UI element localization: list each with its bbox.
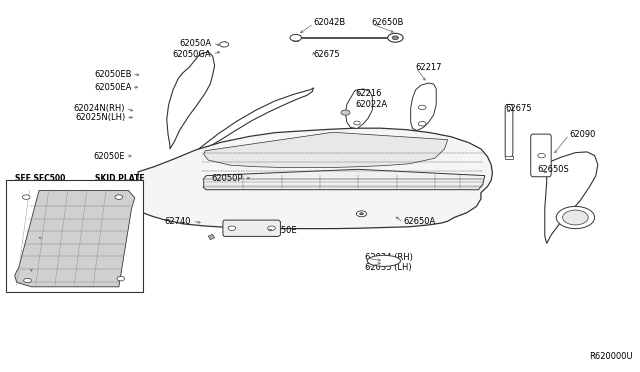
- Text: 62050GA: 62050GA: [173, 50, 211, 59]
- Text: 62675: 62675: [505, 104, 532, 113]
- Polygon shape: [204, 169, 484, 190]
- Polygon shape: [531, 134, 551, 177]
- Text: 62650A: 62650A: [403, 217, 435, 226]
- Text: 62740: 62740: [164, 217, 191, 226]
- Polygon shape: [293, 35, 298, 41]
- Circle shape: [556, 206, 595, 229]
- Circle shape: [419, 122, 426, 126]
- Text: 62650S: 62650S: [537, 165, 569, 174]
- Polygon shape: [195, 88, 314, 158]
- Polygon shape: [545, 152, 598, 243]
- Text: 62650B: 62650B: [371, 19, 403, 28]
- Polygon shape: [167, 52, 214, 149]
- Ellipse shape: [367, 255, 401, 266]
- Circle shape: [538, 153, 545, 158]
- Text: 62024N(RH): 62024N(RH): [74, 104, 125, 113]
- Text: 62050EA: 62050EA: [94, 83, 132, 92]
- Circle shape: [392, 36, 399, 39]
- Circle shape: [220, 42, 228, 47]
- Circle shape: [354, 121, 360, 125]
- Text: 62034 (RH): 62034 (RH): [365, 253, 413, 262]
- Text: 62090: 62090: [569, 129, 595, 139]
- Text: SKID PLATE: SKID PLATE: [95, 174, 145, 183]
- Text: 62050E: 62050E: [93, 152, 125, 161]
- Polygon shape: [411, 83, 436, 131]
- Text: R620000U: R620000U: [589, 352, 633, 361]
- Polygon shape: [15, 190, 135, 287]
- Text: (50080H): (50080H): [42, 234, 81, 243]
- Polygon shape: [208, 234, 214, 240]
- Polygon shape: [505, 156, 513, 159]
- Circle shape: [419, 105, 426, 110]
- Circle shape: [22, 195, 30, 199]
- Text: 62050EB: 62050EB: [94, 70, 132, 79]
- Bar: [6, 180, 143, 292]
- Circle shape: [268, 226, 275, 231]
- Text: 62042B: 62042B: [314, 19, 346, 28]
- Text: 62035 (LH): 62035 (LH): [365, 263, 412, 272]
- Polygon shape: [135, 128, 492, 229]
- Polygon shape: [346, 89, 372, 129]
- Text: 62022A: 62022A: [355, 100, 387, 109]
- Circle shape: [360, 213, 364, 215]
- Circle shape: [563, 210, 588, 225]
- Text: SEE SEC500: SEE SEC500: [15, 174, 65, 183]
- Text: 62050P: 62050P: [212, 174, 243, 183]
- Polygon shape: [204, 132, 448, 167]
- Text: 62675: 62675: [314, 50, 340, 59]
- Polygon shape: [505, 105, 513, 159]
- Circle shape: [117, 276, 125, 281]
- Text: (50090DA): (50090DA): [31, 265, 76, 274]
- Text: 62025N(LH): 62025N(LH): [75, 113, 125, 122]
- Circle shape: [228, 226, 236, 231]
- Polygon shape: [223, 220, 280, 236]
- Circle shape: [356, 211, 367, 217]
- Text: 62217: 62217: [416, 63, 442, 72]
- Circle shape: [115, 195, 123, 199]
- Circle shape: [341, 110, 350, 115]
- Polygon shape: [220, 41, 228, 47]
- Text: 62216: 62216: [355, 89, 381, 98]
- Text: 62050E: 62050E: [266, 226, 298, 235]
- Circle shape: [24, 278, 31, 283]
- Circle shape: [290, 35, 301, 41]
- Circle shape: [388, 33, 403, 42]
- Text: 62050A: 62050A: [179, 39, 211, 48]
